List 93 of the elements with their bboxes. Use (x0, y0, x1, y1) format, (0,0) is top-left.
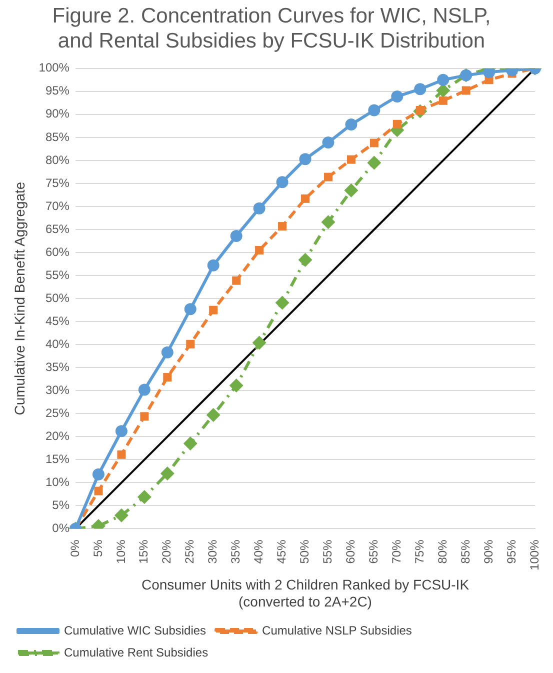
y-tick-label: 45% (45, 314, 70, 328)
y-tick-label: 0% (52, 521, 70, 536)
point (252, 336, 266, 350)
point (209, 306, 218, 314)
point (299, 153, 312, 166)
x-tick-label: 15% (136, 539, 151, 564)
point (207, 259, 220, 272)
point (483, 68, 496, 78)
point (414, 83, 426, 96)
point (117, 450, 126, 459)
point (438, 96, 448, 105)
y-tick-label: 100% (38, 60, 70, 75)
point (163, 373, 172, 382)
point (391, 90, 404, 102)
x-tick-label: 35% (228, 539, 243, 564)
point (301, 194, 310, 203)
x-tick-label: 70% (389, 539, 404, 564)
point (322, 136, 334, 149)
point (367, 156, 382, 170)
y-tick-label: 65% (45, 222, 70, 236)
point (255, 246, 264, 254)
point (321, 215, 336, 230)
x-tick-label: 95% (504, 539, 518, 564)
x-tick-label: 55% (320, 539, 335, 564)
point (115, 425, 128, 438)
point (276, 176, 288, 188)
point (462, 86, 470, 95)
point (138, 384, 150, 396)
y-tick-label: 5% (52, 498, 70, 512)
y-tick-label: 95% (45, 84, 70, 98)
y-tick-label: 20% (45, 428, 70, 443)
y-tick-label: 60% (45, 244, 70, 259)
x-tick-label: 75% (412, 539, 426, 564)
point (160, 466, 174, 480)
point (278, 222, 287, 231)
point (232, 276, 241, 285)
point (368, 104, 380, 116)
x-tick-label: 45% (274, 539, 289, 564)
point (230, 230, 242, 242)
y-tick-label: 90% (45, 106, 70, 121)
y-tick-label: 55% (45, 268, 70, 282)
point (186, 340, 195, 348)
y-tick-label: 70% (45, 198, 70, 213)
point (94, 486, 103, 496)
point (92, 468, 104, 480)
y-tick-label: 15% (45, 452, 70, 466)
y-tick-label: 35% (45, 360, 70, 374)
point (206, 408, 220, 422)
point (275, 296, 290, 310)
x-tick-label: 5% (90, 539, 105, 558)
legend-label: Cumulative NSLP Subsidies (262, 623, 412, 638)
point (346, 155, 356, 164)
x-tick-label: 25% (182, 539, 197, 564)
y-tick-label: 80% (45, 152, 70, 167)
y-axis-title: Cumulative In-Kind Benefit Aggregate (11, 182, 28, 416)
x-tick-label: 10% (114, 539, 128, 564)
y-tick-label: 10% (45, 474, 70, 489)
y-tick-label: 85% (45, 130, 70, 144)
point (253, 202, 266, 214)
point (437, 74, 450, 86)
x-tick-label: 40% (252, 539, 266, 564)
chart-title: Figure 2. Concentration Curves for WIC, NSLP, and Rental Subsidies by FCSU-IK Distribution (52, 4, 491, 53)
x-tick-label: 90% (481, 539, 496, 564)
point (184, 303, 196, 316)
point (324, 172, 332, 182)
x-tick-label: 80% (435, 539, 450, 564)
y-tick-label: 75% (45, 176, 70, 190)
point (392, 120, 402, 128)
point (140, 412, 149, 421)
point (161, 346, 174, 358)
x-tick-label: 65% (366, 539, 380, 564)
y-tick-label: 25% (45, 406, 70, 420)
y-tick-label: 50% (45, 290, 70, 305)
x-tick-label: 60% (344, 539, 358, 564)
legend-label: Cumulative WIC Subsidies (64, 623, 206, 638)
point (114, 508, 128, 522)
legend-label: Cumulative Rent Subsidies (64, 645, 208, 660)
x-tick-label: 85% (458, 539, 472, 564)
y-tick-label: 40% (45, 336, 70, 351)
point (229, 378, 244, 393)
point (298, 252, 312, 267)
x-tick-label: 100% (527, 539, 542, 570)
point (344, 183, 358, 198)
x-tick-label: 30% (206, 539, 220, 564)
point (345, 118, 358, 131)
y-tick-label: 30% (45, 382, 70, 397)
point (183, 436, 198, 451)
x-tick-label: 50% (298, 539, 312, 564)
point (137, 490, 152, 504)
x-axis-title: Consumer Units with 2 Children Ranked by FCSU-IK (converted to 2A+2C) (141, 576, 470, 610)
x-tick-label: 20% (160, 539, 174, 564)
x-tick-label: 0% (68, 539, 82, 558)
point (370, 138, 378, 148)
